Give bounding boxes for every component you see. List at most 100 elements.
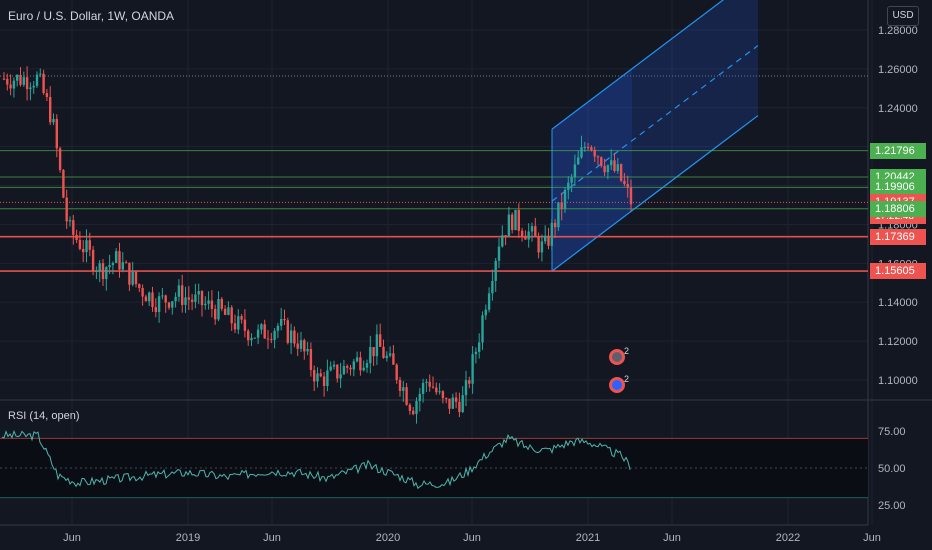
candle-body <box>382 346 385 358</box>
candle-body <box>629 187 633 205</box>
candle-body <box>563 189 567 209</box>
rsi-band <box>0 437 868 499</box>
candle-body <box>75 234 78 240</box>
candle-body <box>392 353 395 365</box>
candle-body <box>412 410 415 415</box>
candle-body <box>88 240 91 250</box>
candle-body <box>52 118 55 123</box>
candle-body <box>230 307 233 324</box>
candle-body <box>134 271 138 285</box>
candle-body <box>256 329 260 338</box>
candle-body <box>326 370 329 386</box>
candle-body <box>550 222 553 246</box>
candle-body <box>95 271 98 273</box>
price-tag: 1.18806 <box>870 200 926 217</box>
candle-body <box>141 287 144 297</box>
candle-body <box>207 300 210 304</box>
candle-body <box>306 349 309 352</box>
candle-body <box>431 386 435 388</box>
candle-body <box>616 164 619 171</box>
candle-body <box>603 165 606 173</box>
candle-body <box>451 397 454 409</box>
candlesticks <box>2 66 633 424</box>
candle-body <box>530 226 534 232</box>
candle-body <box>461 395 464 413</box>
candle-body <box>276 325 280 331</box>
candle-body <box>62 170 65 198</box>
candle-body <box>583 147 586 149</box>
time-tick-label: 2021 <box>576 532 600 544</box>
candle-body <box>151 292 154 308</box>
candle-body <box>553 222 557 228</box>
time-tick-label: Jun <box>863 532 881 544</box>
candle-body <box>161 295 164 297</box>
candle-body <box>402 387 405 391</box>
currency-button[interactable]: USD <box>887 6 919 26</box>
candle-body <box>45 93 49 97</box>
candle-body <box>474 351 478 355</box>
candle-body <box>25 77 29 90</box>
candle-body <box>12 80 16 89</box>
candle-body <box>237 316 240 330</box>
economic-event-icon[interactable]: 2 <box>609 374 629 393</box>
candle-body <box>138 284 141 288</box>
candle-body <box>520 230 524 237</box>
candle-body <box>16 74 19 81</box>
candle-body <box>210 300 214 309</box>
candle-body <box>593 149 596 157</box>
candle-body <box>39 73 42 75</box>
candle-body <box>342 366 346 375</box>
candle-body <box>497 246 501 261</box>
candle-body <box>200 291 204 306</box>
candle-body <box>247 330 250 341</box>
candle-body <box>398 380 402 391</box>
candle-body <box>171 301 174 308</box>
candle-body <box>359 357 362 371</box>
candle-body <box>167 302 171 308</box>
price-tick-label: 1.14000 <box>878 297 918 309</box>
channel-fill-active <box>552 68 632 272</box>
candle-body <box>223 308 227 315</box>
candle-body <box>610 160 613 166</box>
channel-lower-line <box>551 115 759 272</box>
candle-body <box>190 299 194 302</box>
candle-body <box>253 337 256 339</box>
candle-body <box>507 214 511 237</box>
candle-body <box>111 262 115 266</box>
candle-body <box>266 338 270 340</box>
candle-body <box>157 296 161 312</box>
economic-event-icon[interactable]: 2 <box>609 346 629 365</box>
candle-body <box>49 96 52 123</box>
candle-body <box>405 387 408 405</box>
candle-body <box>395 364 398 381</box>
candle-body <box>504 235 507 237</box>
candle-body <box>289 330 293 343</box>
candle-body <box>187 297 190 300</box>
candle-body <box>517 209 520 231</box>
candle-body <box>250 337 253 341</box>
rsi-tick-label: 50.00 <box>878 463 906 475</box>
candle-body <box>108 265 111 268</box>
time-tick-label: 2019 <box>176 532 200 544</box>
candle-body <box>85 240 88 253</box>
candle-body <box>260 324 263 330</box>
event-icons: 2 2 <box>609 346 629 393</box>
candle-body <box>296 343 299 349</box>
candle-body <box>606 165 610 173</box>
candle-body <box>181 285 184 305</box>
candle-body <box>408 404 412 411</box>
candle-body <box>55 118 58 149</box>
candle-body <box>9 84 12 89</box>
candle-body <box>448 398 451 409</box>
candle-body <box>524 236 527 240</box>
candle-body <box>544 235 547 242</box>
candle-body <box>560 202 563 209</box>
candle-body <box>494 260 497 281</box>
rsi-line <box>1 429 631 490</box>
candle-body <box>286 320 289 343</box>
candle-body <box>573 164 577 178</box>
candle-body <box>534 226 537 237</box>
grid <box>0 0 932 526</box>
candle-body <box>263 324 266 339</box>
